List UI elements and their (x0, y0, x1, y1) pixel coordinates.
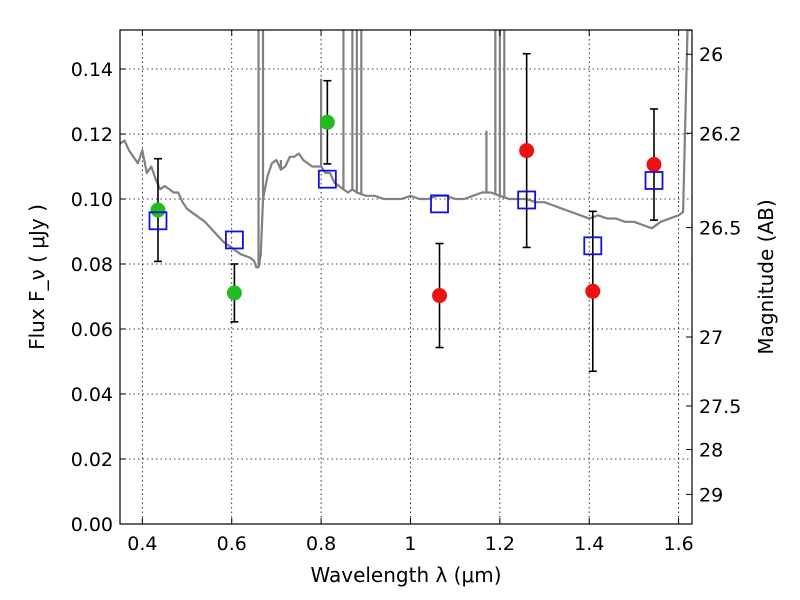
y-axis-label: Flux F_ν ( μJy ) (25, 204, 49, 350)
plot-frame (119, 29, 693, 525)
y-tick-label: 0.10 (71, 189, 113, 211)
right-tick-label: 26.2 (699, 123, 741, 145)
x-tick-label: 1.4 (574, 533, 604, 555)
y-tick-label: 0.02 (71, 449, 113, 471)
model-flux-square (644, 171, 664, 190)
data-points (148, 52, 664, 373)
model-flux-square (317, 169, 337, 189)
axis-ticks: 0.4 0.6 0.8 1 1.2 1.4 1.6 0.00 0.02 0.04 0.06 0.08 0… (71, 30, 741, 555)
x-tick-label: 0.4 (127, 533, 157, 555)
data-point-green (226, 285, 242, 301)
model-flux-square (224, 230, 244, 250)
x-tick-label: 0.8 (306, 533, 336, 555)
y-tick-label: 0.06 (71, 319, 113, 341)
right-tick-label: 29 (699, 484, 723, 506)
data-point-red (519, 143, 535, 159)
data-point-red (432, 288, 448, 304)
model-flux-square (583, 236, 603, 256)
model-flux-square (517, 190, 537, 210)
data-point-green (150, 202, 166, 218)
data-point-red (585, 283, 601, 299)
right-tick-label: 27 (699, 327, 723, 349)
right-tick-label: 26 (699, 44, 723, 66)
right-tick-label: 27.5 (699, 396, 741, 418)
plot-area (120, 30, 692, 524)
model-flux-square (148, 211, 168, 231)
x-tick-label: 1.2 (485, 533, 515, 555)
y-tick-label: 0.14 (71, 59, 113, 81)
data-point-green (319, 114, 335, 130)
x-tick-label: 1.6 (663, 533, 693, 555)
y-tick-label: 0.04 (71, 384, 113, 406)
right-axis-label: Magnitude (AB) (754, 199, 778, 354)
y-tick-label: 0.12 (71, 124, 113, 146)
y-tick-label: 0.08 (71, 254, 113, 276)
x-tick-label: 0.6 (217, 533, 247, 555)
data-point-red (646, 157, 662, 173)
model-flux-square (430, 194, 449, 214)
x-tick-label: 1 (404, 533, 416, 555)
right-tick-label: 28 (699, 440, 723, 462)
y-tick-label: 0.00 (71, 514, 113, 536)
x-axis-label: Wavelength λ (μm) (310, 563, 501, 587)
right-tick-label: 26.5 (699, 218, 741, 240)
